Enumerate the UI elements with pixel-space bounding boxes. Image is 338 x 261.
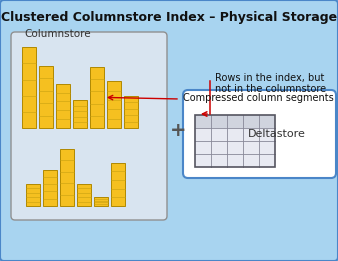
Bar (211, 154, 227, 167)
Bar (227, 141, 243, 154)
FancyBboxPatch shape (183, 90, 336, 178)
Bar (195, 128, 211, 141)
Bar (243, 141, 259, 154)
Bar (107, 81, 121, 128)
Bar (22, 47, 36, 128)
Bar (39, 66, 53, 128)
Bar (227, 115, 243, 128)
Bar (211, 115, 227, 128)
Bar (60, 149, 74, 206)
Text: Rows in the index, but: Rows in the index, but (215, 73, 324, 83)
Bar (211, 141, 227, 154)
Bar (259, 115, 275, 128)
Bar (195, 115, 211, 128)
Text: not in the columnstore: not in the columnstore (215, 84, 326, 94)
Bar (124, 96, 138, 128)
Bar (227, 128, 243, 141)
Bar (211, 128, 227, 141)
Bar (56, 84, 70, 128)
Bar (90, 67, 104, 128)
Bar (259, 154, 275, 167)
Text: Clustered Columnstore Index – Physical Storage: Clustered Columnstore Index – Physical S… (1, 11, 337, 24)
Bar (243, 115, 259, 128)
Bar (195, 141, 211, 154)
Bar (243, 154, 259, 167)
Bar (73, 100, 87, 128)
Bar (227, 154, 243, 167)
Bar (259, 141, 275, 154)
Text: Columnstore: Columnstore (24, 29, 91, 39)
Bar (43, 170, 57, 206)
FancyBboxPatch shape (11, 32, 167, 220)
Text: Compressed column segments: Compressed column segments (183, 93, 334, 103)
Bar (111, 163, 125, 206)
Bar (259, 128, 275, 141)
Bar (26, 183, 40, 206)
Bar (243, 128, 259, 141)
Text: Deltastore: Deltastore (248, 129, 306, 139)
Bar (195, 115, 275, 167)
Bar (77, 183, 91, 206)
Bar (94, 197, 108, 206)
Bar (195, 154, 211, 167)
Text: +: + (170, 122, 186, 140)
